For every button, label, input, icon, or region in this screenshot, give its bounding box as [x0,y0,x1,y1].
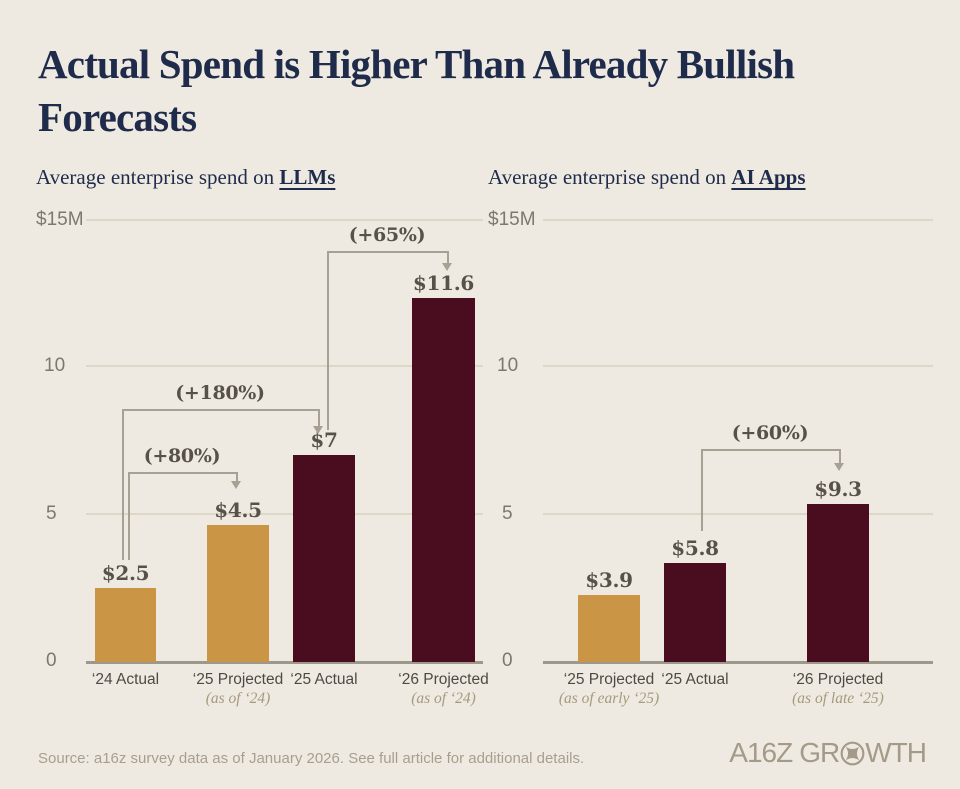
left-chart-subtitle-text: Average enterprise spend on [36,165,280,189]
bracket-horizontal-line [701,449,841,451]
bracket-right-line [236,473,238,482]
bar--26-projected [807,504,869,662]
bracket-left-line [701,450,703,531]
bracket-horizontal-line [128,472,238,474]
logo-growth-pre: GR [799,737,840,768]
bracket-arrowhead [313,426,324,434]
bar-category-sublabel: (as of late ‘25) [792,690,884,707]
bar-category-label: ‘26 Projected [792,671,884,688]
bar-category-label: ‘25 Projected [192,671,284,688]
compass-o-icon [840,741,865,765]
bar--25-actual [293,455,355,662]
y-tick-label: $15M [36,209,84,230]
bar-category-label: ‘25 Projected [563,671,655,688]
gridline [543,365,933,367]
gridline [86,219,483,221]
bar-category-label: ‘24 Actual [91,671,160,688]
y-tick-label: 10 [497,355,519,376]
bracket-arrowhead [834,463,845,471]
gridline [543,513,933,515]
bar--25-projected [578,595,640,662]
bar-category-label: ‘25 Actual [290,671,358,688]
bracket-horizontal-line [327,251,449,253]
bar-value-label: $7 [310,428,338,452]
bar-value-label: $2.5 [101,561,150,585]
bracket-left-line [327,252,329,430]
ai-apps-link[interactable]: AI Apps [731,165,806,189]
bracket-right-line [447,252,449,264]
gridline [543,219,933,221]
bar-category-label: ‘26 Projected [398,671,489,688]
bar--25-projected [207,525,269,662]
bracket-arrowhead [442,263,453,271]
page-title-line2: Forecasts [38,94,197,140]
y-tick-label: $15M [488,209,536,230]
logo-growth-post: WTH [865,737,927,768]
gridline [86,365,483,367]
x-axis-line [543,661,933,664]
x-axis-line [86,661,483,664]
bar-category-sublabel: (as of ‘24) [411,690,476,707]
page-title-line1: Actual Spend is Higher Than Already Bull… [38,41,795,87]
left-chart-subtitle: Average enterprise spend on LLMs [36,164,335,190]
y-tick-label: 5 [502,503,513,524]
bar-category-label: ‘25 Actual [661,671,729,688]
bar-value-label: $5.8 [671,536,719,560]
right-chart-subtitle-text: Average enterprise spend on [488,165,732,189]
source-note: Source: a16z survey data as of January 2… [38,750,585,767]
bar-value-label: $4.5 [214,498,262,522]
page-title: Actual Spend is Higher Than Already Bull… [38,38,795,144]
bar-category-sublabel: (as of early ‘25) [558,690,660,707]
y-tick-label: 5 [46,503,57,524]
bar--26-projected [412,298,475,662]
bracket-right-line [839,450,841,464]
y-tick-label: 0 [46,650,57,671]
a16z-growth-logo: A16Z GR WTH [729,737,927,769]
bar-value-label: $11.6 [412,271,475,295]
bar-value-label: $9.3 [814,477,862,501]
y-tick-label: 0 [502,650,513,671]
growth-annotation-label: (+180%) [175,382,265,404]
bracket-left-line [128,473,130,560]
bar--25-actual [664,563,726,662]
gridline [86,513,483,515]
growth-annotation-label: (+60%) [731,422,809,444]
bar-category-sublabel: (as of ‘24) [205,690,271,707]
growth-annotation-label: (+80%) [143,445,221,467]
llms-link[interactable]: LLMs [279,165,336,189]
bracket-left-line [122,410,124,560]
bracket-arrowhead [231,481,242,489]
right-chart-subtitle: Average enterprise spend on AI Apps [488,164,806,190]
bar--24-actual [95,588,156,662]
bar-value-label: $3.9 [585,568,633,592]
growth-annotation-label: (+65%) [348,224,426,246]
bracket-right-line [318,410,320,427]
bracket-horizontal-line [122,409,320,411]
logo-a16z-text: A16Z [729,737,793,768]
y-tick-label: 10 [44,355,66,376]
